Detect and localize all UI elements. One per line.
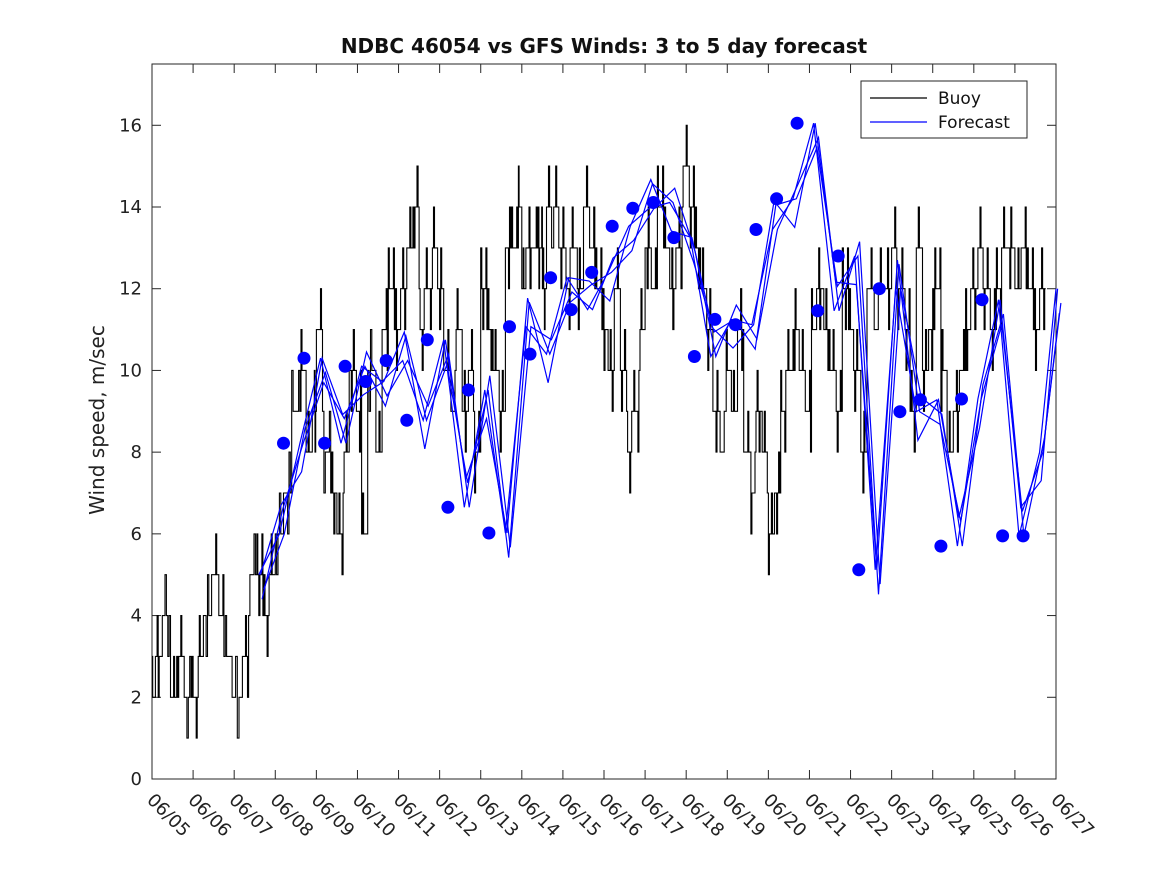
forecast-point <box>770 192 784 206</box>
forecast-point <box>564 303 578 317</box>
x-tick-label: 06/11 <box>389 790 441 842</box>
x-tick-label: 06/09 <box>307 790 359 842</box>
x-tick-label: 06/25 <box>964 790 1016 842</box>
forecast-point <box>297 351 311 365</box>
chart-title: NDBC 46054 vs GFS Winds: 3 to 5 day fore… <box>341 34 868 58</box>
x-tick-label: 06/21 <box>800 790 852 842</box>
x-tick-label: 06/22 <box>841 790 893 842</box>
forecast-point <box>626 201 640 215</box>
forecast-point <box>379 354 393 368</box>
forecast-point <box>523 347 537 361</box>
legend: Buoy Forecast <box>860 80 1028 139</box>
forecast-point <box>338 359 352 373</box>
y-tick-label: 16 <box>119 115 142 136</box>
forecast-point <box>420 333 434 347</box>
forecast-point <box>996 529 1010 543</box>
y-axis: 0 2 4 6 8 10 12 14 16 <box>119 115 1056 790</box>
y-tick-label: 4 <box>131 606 142 627</box>
forecast-point <box>1016 529 1030 543</box>
forecast-point <box>708 312 722 326</box>
forecast-point <box>872 282 886 296</box>
x-tick-label: 06/20 <box>759 790 811 842</box>
forecast-point <box>975 293 989 307</box>
x-tick-label: 06/23 <box>882 790 934 842</box>
x-tick-label: 06/14 <box>512 790 564 842</box>
x-tick-label: 06/15 <box>553 790 605 842</box>
y-tick-label: 2 <box>131 687 142 708</box>
y-tick-label: 8 <box>131 442 142 463</box>
forecast-point <box>585 265 599 279</box>
forecast-member-line <box>259 123 1059 575</box>
forecast-point <box>811 304 825 318</box>
forecast-point <box>400 413 414 427</box>
forecast-point <box>277 436 290 450</box>
forecast-point <box>749 223 763 236</box>
forecast-point <box>913 393 927 407</box>
forecast-point <box>318 436 332 450</box>
forecast-point <box>831 249 845 263</box>
x-tick-label: 06/27 <box>1046 790 1098 842</box>
forecast-member-line <box>261 145 1060 600</box>
forecast-point <box>729 318 742 332</box>
y-tick-label: 12 <box>119 279 142 300</box>
x-tick-label: 06/10 <box>348 790 400 842</box>
forecast-point <box>893 405 907 419</box>
x-tick-label: 06/05 <box>142 790 194 842</box>
forecast-point <box>667 231 681 245</box>
forecast-point <box>934 539 948 553</box>
x-tick-label: 06/18 <box>677 790 729 842</box>
plot-area <box>151 63 1057 780</box>
x-tick-label: 06/19 <box>718 790 770 842</box>
forecast-point <box>482 526 496 540</box>
x-tick-label: 06/13 <box>471 790 523 842</box>
legend-box <box>860 80 1028 139</box>
forecast-member-line <box>258 123 1057 575</box>
x-tick-label: 06/07 <box>225 790 277 842</box>
legend-buoy-label: Buoy <box>938 89 981 109</box>
forecast-point <box>441 500 455 514</box>
y-tick-label: 0 <box>131 769 142 790</box>
y-axis-label: Wind speed, m/sec <box>85 325 109 515</box>
chart-title-text: NDBC 46054 vs GFS Winds: 3 to 5 day fore… <box>341 34 868 58</box>
forecast-point <box>687 350 701 363</box>
y-tick-label: 14 <box>119 197 142 218</box>
forecast-point <box>852 563 866 577</box>
legend-forecast-label: Forecast <box>938 113 1010 133</box>
x-tick-label: 06/24 <box>923 790 975 842</box>
x-tick-label: 06/26 <box>1005 790 1057 842</box>
forecast-point <box>955 392 968 406</box>
y-tick-label: 10 <box>119 360 142 381</box>
forecast-point <box>359 375 373 388</box>
forecast-point <box>646 196 660 209</box>
y-tick-label: 6 <box>131 524 142 545</box>
forecast-point <box>790 116 804 130</box>
series-layer <box>152 116 1062 739</box>
x-tick-label: 06/16 <box>594 790 646 842</box>
forecast-member-line <box>263 135 1062 590</box>
x-tick-label: 06/12 <box>430 790 482 842</box>
forecast-point <box>503 320 516 334</box>
x-tick-label: 06/06 <box>184 790 236 842</box>
forecast-point <box>544 271 558 285</box>
forecast-point <box>605 219 619 233</box>
x-tick-label: 06/17 <box>636 790 688 842</box>
x-tick-label: 06/08 <box>266 790 318 842</box>
forecast-point <box>461 383 475 397</box>
